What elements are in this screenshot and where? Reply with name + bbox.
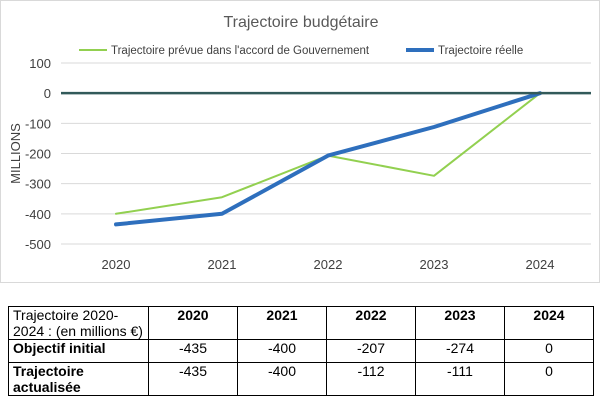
table-header-year: 2024 xyxy=(504,306,594,340)
x-tick-label: 2021 xyxy=(208,257,237,272)
table-cell: -207 xyxy=(326,339,416,363)
table-header-year: 2023 xyxy=(415,306,505,340)
table-cell: -274 xyxy=(415,339,505,363)
series-line-2 xyxy=(114,91,542,227)
row-label-line-1: Trajectoire xyxy=(13,363,84,379)
header-label-line-1: Trajectoire 2020- xyxy=(13,307,119,323)
row-label-trajectoire: Trajectoire actualisée xyxy=(8,362,149,396)
y-tick-label: -400 xyxy=(25,207,51,222)
table-cell: -111 xyxy=(415,362,505,396)
table-corner-label: Trajectoire 2020- 2024 : (en millions €) xyxy=(8,306,149,340)
legend-label-1: Trajectoire prévue dans l'accord de Gouv… xyxy=(111,45,370,57)
table-header-year: 2021 xyxy=(237,306,327,340)
table-header-row: Trajectoire 2020- 2024 : (en millions €)… xyxy=(8,306,594,340)
header-label-line-2: 2024 : (en millions €) xyxy=(13,323,143,339)
y-axis-label: MILLIONS xyxy=(8,123,23,184)
row-label-objectif: Objectif initial xyxy=(8,339,149,363)
table-header-year: 2022 xyxy=(326,306,416,340)
table-cell: -435 xyxy=(148,362,238,396)
x-tick-label: 2024 xyxy=(526,257,555,272)
x-tick-label: 2022 xyxy=(314,257,343,272)
table-cell: -435 xyxy=(148,339,238,363)
chart-panel: Trajectoire budgétaire MILLIONS 100 0 -100 -2… xyxy=(0,0,600,283)
table-header-year: 2020 xyxy=(148,306,238,340)
table-cell: -112 xyxy=(326,362,416,396)
y-tick-label: -200 xyxy=(25,147,51,162)
x-tick-label: 2023 xyxy=(420,257,449,272)
x-tick-label: 2020 xyxy=(102,257,131,272)
table-cell: -400 xyxy=(237,339,327,363)
table-row: Objectif initial -435 -400 -207 -274 0 xyxy=(8,339,594,363)
table-cell: 0 xyxy=(504,339,594,363)
y-tick-label: 0 xyxy=(44,86,51,101)
chart-title: Trajectoire budgétaire xyxy=(223,14,378,31)
y-tick-label: -100 xyxy=(25,116,51,131)
budget-table: Trajectoire 2020- 2024 : (en millions €)… xyxy=(8,306,594,396)
legend-label-2: Trajectoire réelle xyxy=(438,45,523,57)
table-row: Trajectoire actualisée -435 -400 -112 -1… xyxy=(8,362,594,396)
line-chart: Trajectoire budgétaire MILLIONS 100 0 -100 -2… xyxy=(8,14,591,272)
table-cell: 0 xyxy=(504,362,594,396)
y-tick-label: 100 xyxy=(29,56,51,71)
table-cell: -400 xyxy=(237,362,327,396)
y-tick-label: -500 xyxy=(25,237,51,252)
row-label-line-2: actualisée xyxy=(13,379,81,395)
y-tick-label: -300 xyxy=(25,177,51,192)
